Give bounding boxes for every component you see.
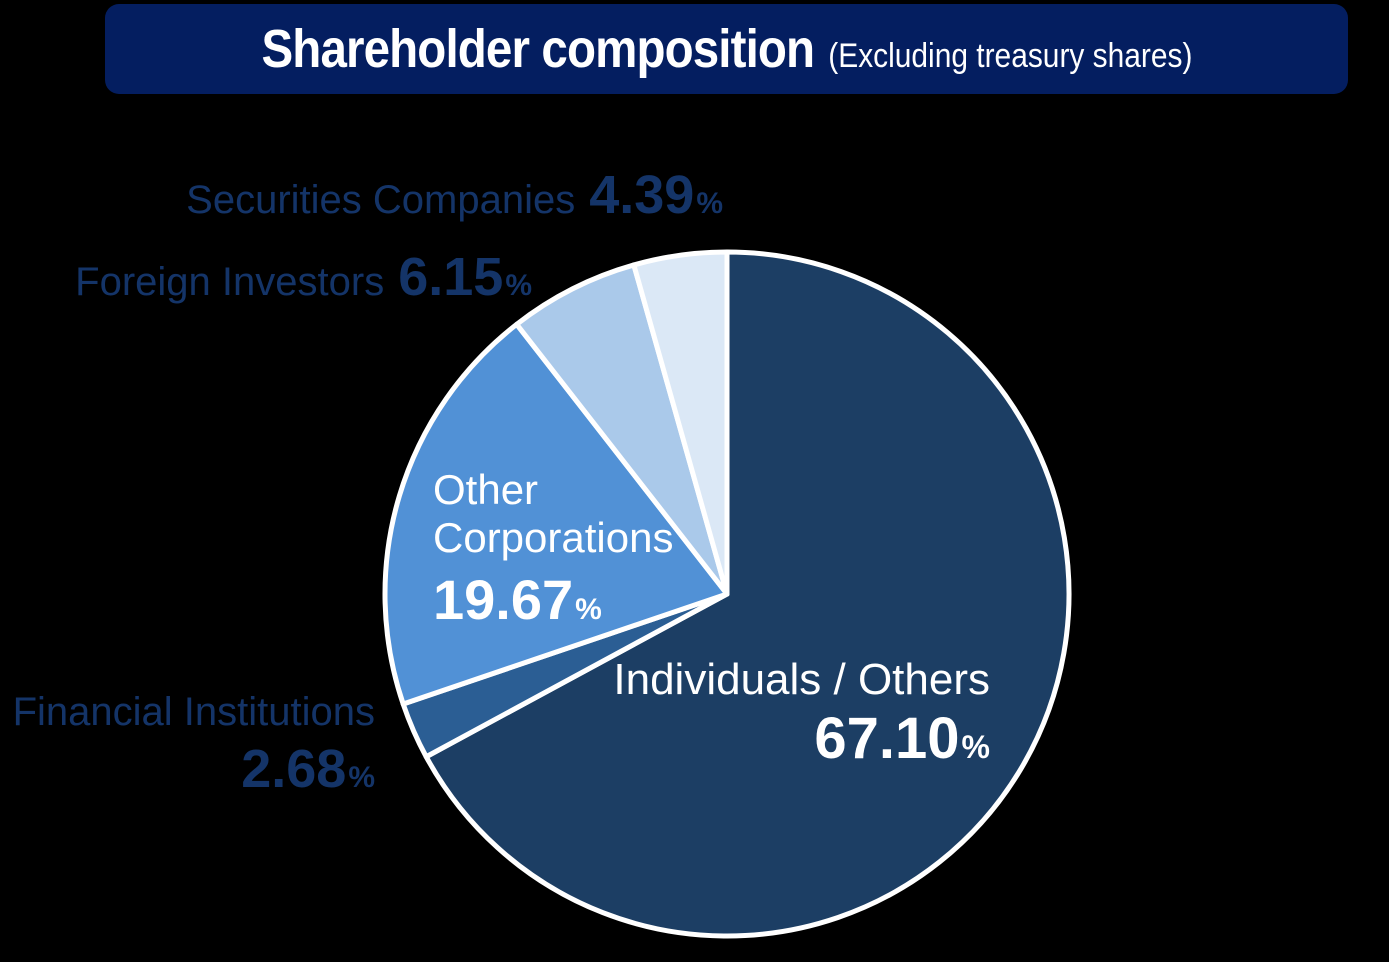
other-corporations-unit: % xyxy=(575,592,602,626)
label-financial-institutions: Financial Institutions 2.68 % xyxy=(13,692,375,796)
pie-slice-securities-companies xyxy=(631,249,730,597)
pie-slice-foreign-investors xyxy=(514,262,730,597)
foreign-investors-value: 6.15 xyxy=(398,247,504,307)
individuals-others-value-line: 67.10 % xyxy=(613,710,990,768)
securities-companies-value: 4.39 xyxy=(589,165,695,225)
label-individuals-others: Individuals / Others 67.10 % xyxy=(613,658,990,768)
foreign-investors-label: Foreign Investors xyxy=(75,260,385,304)
financial-institutions-value: 2.68 xyxy=(241,739,347,799)
foreign-investors-unit: % xyxy=(505,269,532,302)
pie-slice-other-corporations xyxy=(382,321,730,707)
financial-institutions-value-line: 2.68 % xyxy=(13,742,375,796)
financial-institutions-unit: % xyxy=(348,761,375,794)
financial-institutions-label: Financial Institutions xyxy=(12,690,375,734)
chart-title: Shareholder composition xyxy=(261,19,815,79)
label-other-corporations: Other Corporations 19.67 % xyxy=(433,466,673,628)
other-corporations-value: 19.67 xyxy=(433,567,574,631)
other-corporations-value-line: 19.67 % xyxy=(433,567,673,631)
other-corporations-label: Other Corporations xyxy=(433,466,674,561)
label-foreign-investors: Foreign Investors 6.15 % xyxy=(75,250,532,304)
individuals-others-unit: % xyxy=(961,729,990,765)
chart-title-bar: Shareholder composition (Excluding treas… xyxy=(105,4,1348,94)
individuals-others-label: Individuals / Others xyxy=(613,655,990,704)
securities-companies-label: Securities Companies xyxy=(186,178,576,222)
chart-subtitle: (Excluding treasury shares) xyxy=(827,37,1192,75)
chart-title-group: Shareholder composition (Excluding treas… xyxy=(261,18,1192,80)
pie-slice-individuals-others xyxy=(423,249,1072,939)
label-securities-companies: Securities Companies 4.39 % xyxy=(186,168,723,222)
securities-companies-unit: % xyxy=(696,187,723,220)
individuals-others-value: 67.10 xyxy=(814,706,960,771)
